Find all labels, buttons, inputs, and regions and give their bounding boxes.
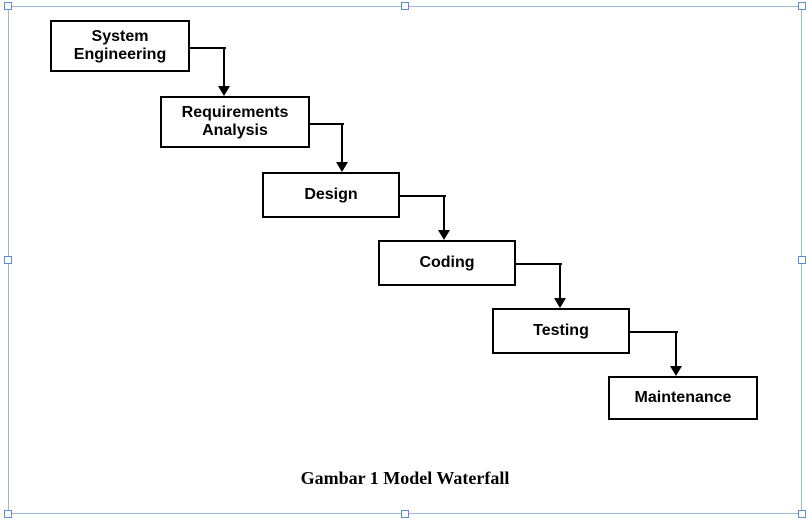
flow-arrow xyxy=(190,47,226,49)
flow-node: Maintenance xyxy=(608,376,758,420)
flow-arrow xyxy=(341,124,343,162)
selection-handle[interactable] xyxy=(4,510,12,518)
flow-node-label: RequirementsAnalysis xyxy=(182,104,289,141)
arrow-head-icon xyxy=(554,298,566,308)
arrow-head-icon xyxy=(218,86,230,96)
flow-arrow xyxy=(559,264,561,298)
flow-arrow xyxy=(400,195,446,197)
selection-handle[interactable] xyxy=(798,256,806,264)
flow-node: RequirementsAnalysis xyxy=(160,96,310,148)
flow-node-label: SystemEngineering xyxy=(74,28,166,65)
flow-node-label: Maintenance xyxy=(635,389,732,407)
selection-handle[interactable] xyxy=(401,2,409,10)
arrow-head-icon xyxy=(438,230,450,240)
flow-node: Design xyxy=(262,172,400,218)
arrow-head-icon xyxy=(670,366,682,376)
flow-arrow xyxy=(223,48,225,86)
figure-caption: Gambar 1 Model Waterfall xyxy=(0,468,810,489)
flow-arrow xyxy=(630,331,678,333)
selection-handle[interactable] xyxy=(4,256,12,264)
flow-arrow xyxy=(516,263,562,265)
flow-node-label: Coding xyxy=(419,254,474,272)
flow-node: Testing xyxy=(492,308,630,354)
flow-node: SystemEngineering xyxy=(50,20,190,72)
flow-arrow xyxy=(310,123,344,125)
flow-node: Coding xyxy=(378,240,516,286)
flow-node-label: Testing xyxy=(533,322,589,340)
arrow-head-icon xyxy=(336,162,348,172)
flow-node-label: Design xyxy=(304,186,357,204)
selection-handle[interactable] xyxy=(798,2,806,10)
selection-handle[interactable] xyxy=(401,510,409,518)
diagram-canvas: Gambar 1 Model Waterfall SystemEngineeri… xyxy=(0,0,810,525)
flow-arrow xyxy=(675,332,677,366)
flow-arrow xyxy=(443,196,445,230)
selection-handle[interactable] xyxy=(798,510,806,518)
selection-handle[interactable] xyxy=(4,2,12,10)
